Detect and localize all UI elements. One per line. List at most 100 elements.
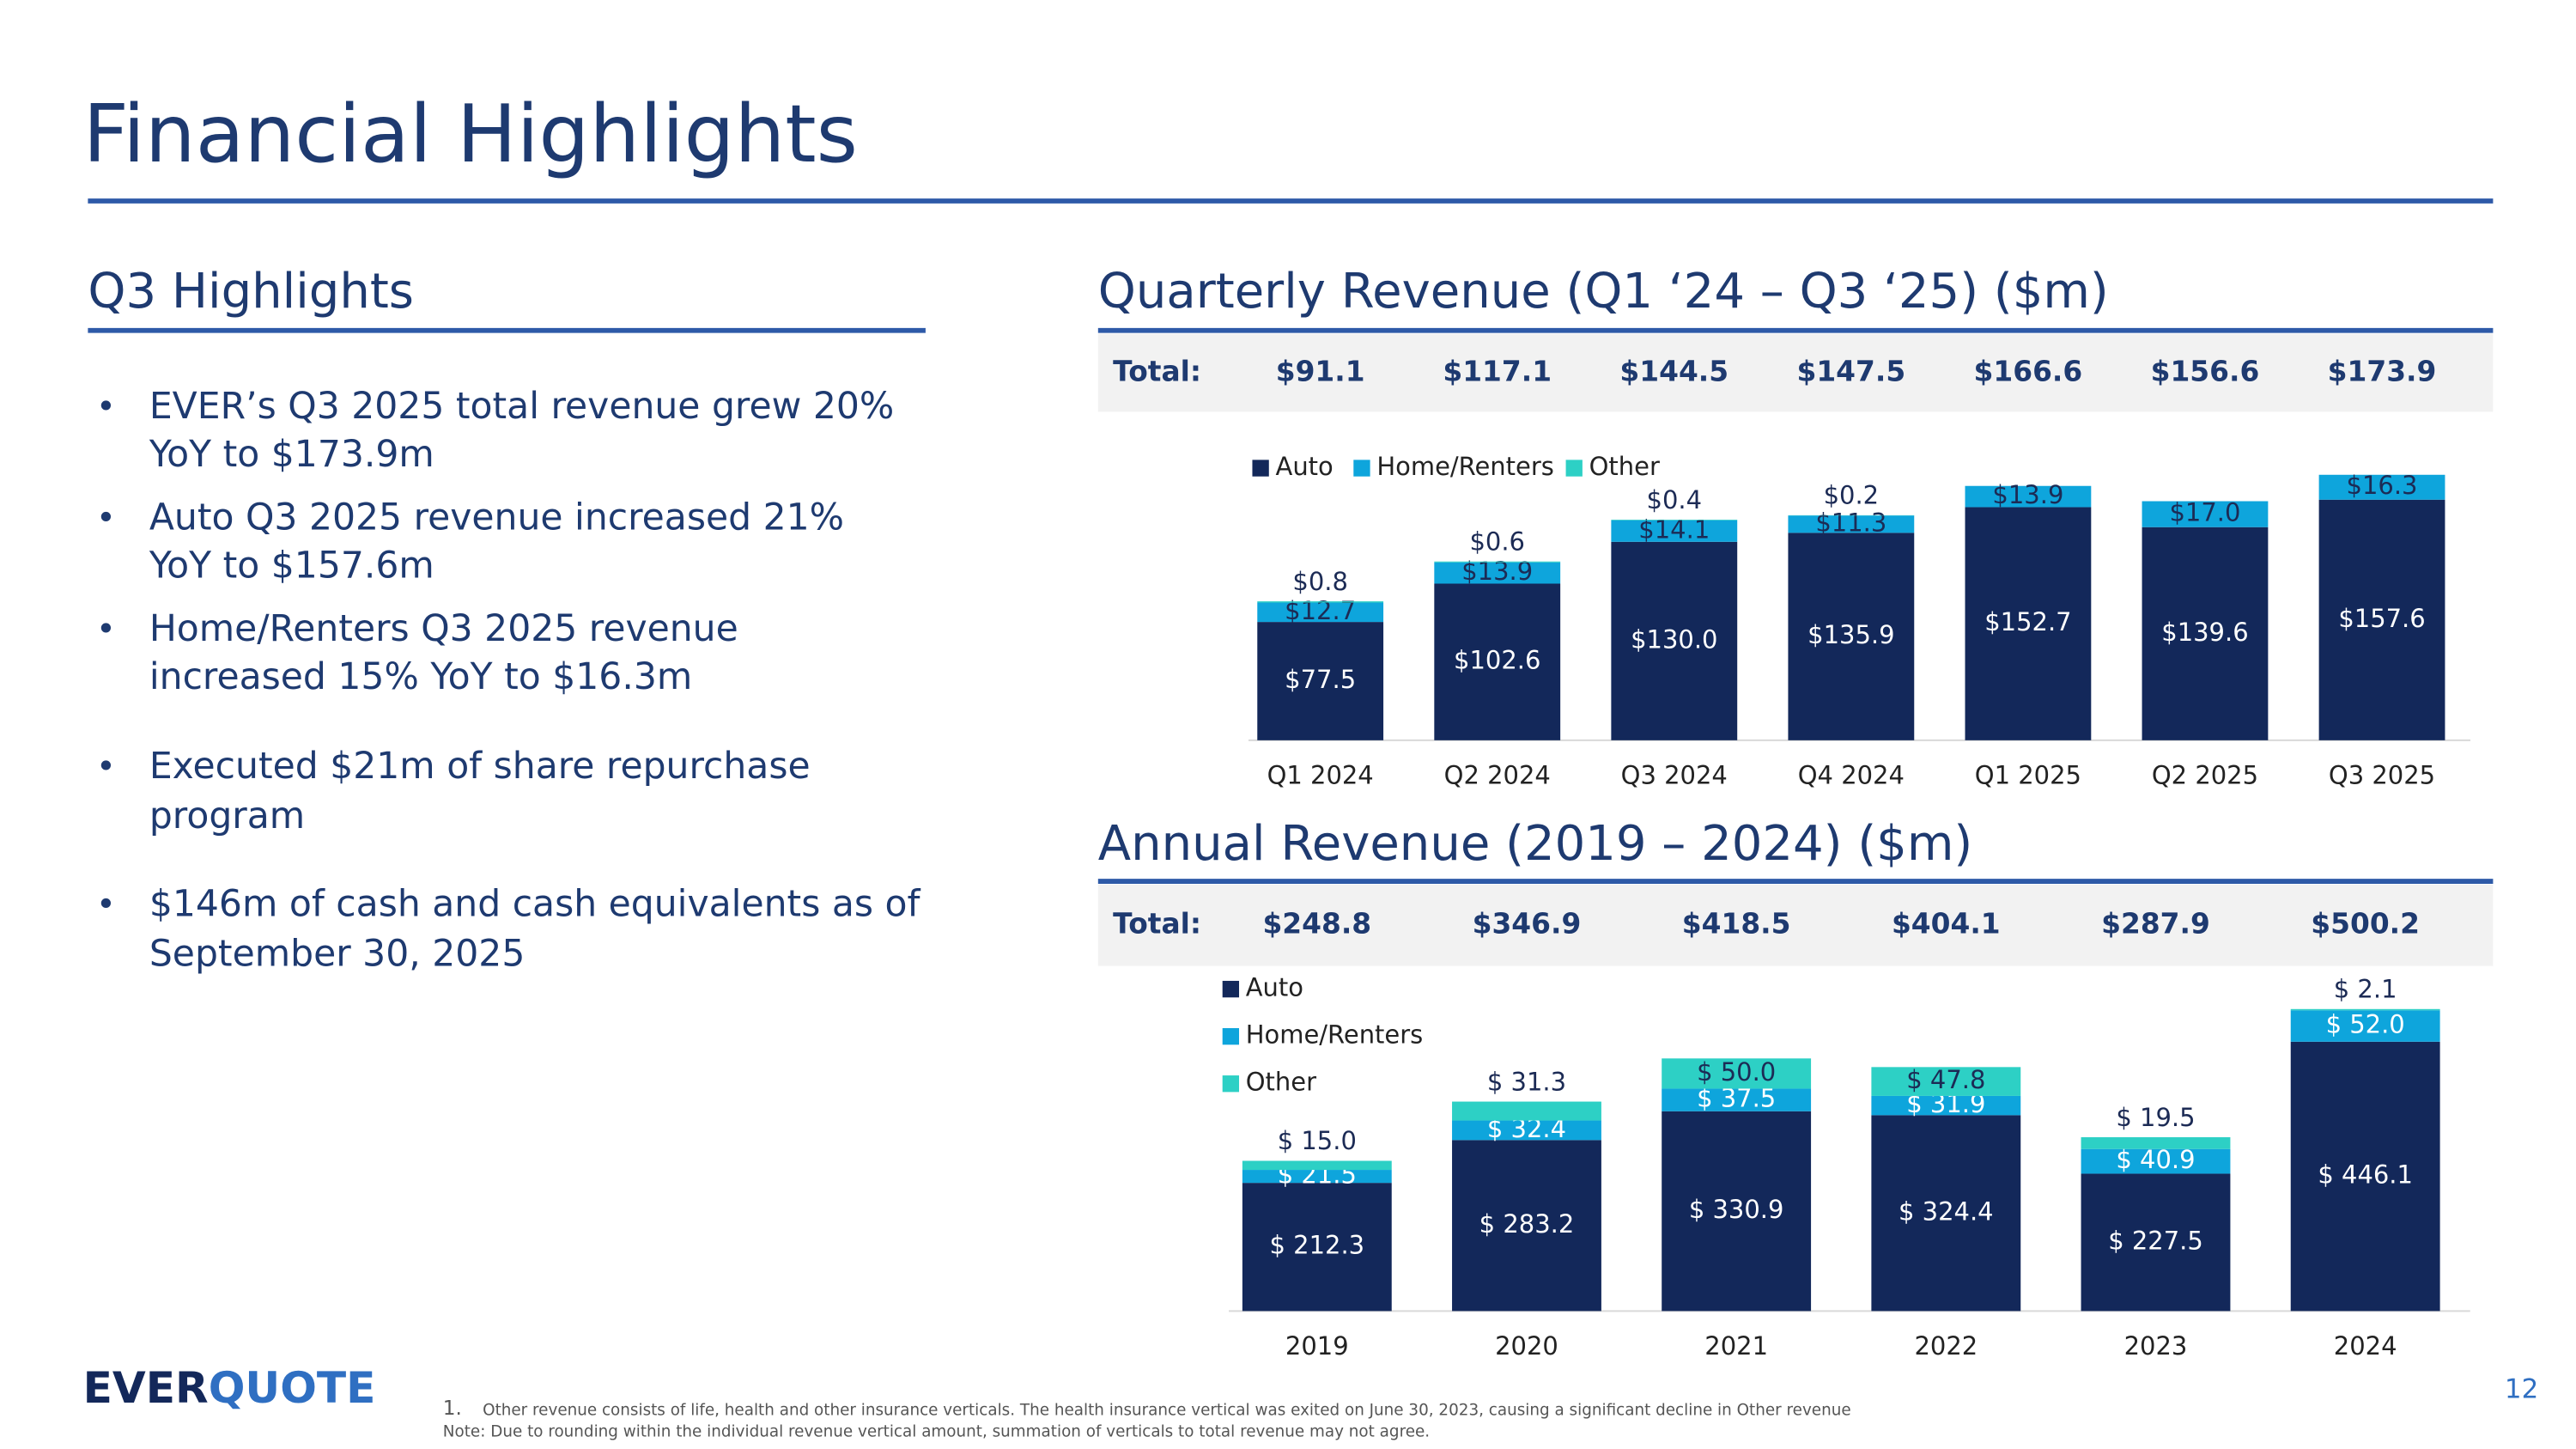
total-value: $287.9 <box>2101 908 2210 941</box>
footnote-note: Note: Due to rounding within the individ… <box>443 1422 1430 1440</box>
value-label: $130.0 <box>1631 624 1717 654</box>
bar-segment <box>1434 583 1561 740</box>
legend-swatch <box>1222 980 1240 998</box>
total-row <box>1097 333 2494 412</box>
x-tick-label: 2023 <box>2124 1331 2188 1361</box>
bar-segment <box>1611 520 1738 542</box>
x-tick-label: 2024 <box>2334 1331 2397 1361</box>
value-label: $ 52.0 <box>2326 1010 2405 1039</box>
x-tick-label: Q1 2024 <box>1267 760 1374 789</box>
bar-segment <box>1242 1183 1392 1312</box>
bullet-text: Auto Q3 2025 revenue increased 21% <box>149 496 844 539</box>
bar-segment <box>1788 515 1915 533</box>
bar-segment <box>1257 622 1384 740</box>
value-label: $ 283.2 <box>1479 1209 1575 1239</box>
total-label: Total: <box>1113 908 1201 941</box>
value-label: $0.4 <box>1647 485 1703 514</box>
legend-label: Home/Renters <box>1376 452 1554 481</box>
value-label: $152.7 <box>1984 607 2071 636</box>
bullet-text: September 30, 2025 <box>149 933 526 975</box>
total-value: $156.6 <box>2151 355 2260 387</box>
legend-label: Other <box>1589 452 1660 481</box>
bar-segment <box>2318 474 2445 500</box>
value-label: $11.3 <box>1815 508 1886 537</box>
x-tick-label: Q2 2025 <box>2152 760 2258 789</box>
legend-label: Other <box>1246 1068 1316 1097</box>
total-value: $346.9 <box>1473 908 1582 941</box>
bar-segment <box>1871 1115 2021 1312</box>
bar-segment <box>1257 602 1384 623</box>
total-label: Total: <box>1113 355 1201 387</box>
total-value: $147.5 <box>1797 355 1906 387</box>
bar-segment <box>1611 520 1738 521</box>
bullet-dot: • <box>96 886 116 924</box>
value-label: $17.0 <box>2169 498 2240 527</box>
chart-title: Quarterly Revenue (Q1 ‘24 – Q3 ‘25) ($m) <box>1098 264 2109 320</box>
bar-segment <box>1242 1160 1392 1171</box>
x-tick-label: Q1 2025 <box>1975 760 2081 789</box>
bullet-text: program <box>149 795 305 837</box>
value-label: $ 40.9 <box>2116 1145 2195 1174</box>
bullet-dot: • <box>96 747 116 786</box>
legend-label: Home/Renters <box>1246 1020 1424 1050</box>
bar-segment <box>1434 562 1561 584</box>
bullet-text: Executed $21m of share repurchase <box>149 746 811 788</box>
x-tick-label: Q3 2025 <box>2329 760 2435 789</box>
bar-segment <box>1662 1058 1812 1089</box>
legend-label: Auto <box>1276 452 1334 481</box>
value-label: $16.3 <box>2347 471 2418 500</box>
page-number: 12 <box>2505 1374 2538 1405</box>
bullet-text: $146m of cash and cash equivalents as of <box>149 884 921 926</box>
value-label: $ 446.1 <box>2318 1160 2413 1190</box>
footnote-marker: 1. <box>443 1397 462 1420</box>
x-tick-label: 2020 <box>1495 1331 1558 1361</box>
bar-segment <box>1871 1095 2021 1116</box>
bar-segment <box>1662 1088 1812 1111</box>
x-tick-label: Q2 2024 <box>1444 760 1551 789</box>
footnote: Other revenue consists of life, health a… <box>483 1401 1851 1419</box>
value-label: $13.9 <box>1992 480 2063 509</box>
bar-segment <box>1965 507 2092 740</box>
value-label: $ 19.5 <box>2116 1103 2195 1132</box>
legend-label: Auto <box>1246 973 1303 1002</box>
value-label: $ 330.9 <box>1689 1195 1784 1224</box>
x-tick-label: 2021 <box>1704 1331 1768 1361</box>
total-value: $173.9 <box>2328 355 2437 387</box>
bar-segment <box>2318 499 2445 740</box>
bullet-text: YoY to $157.6m <box>149 545 434 587</box>
bullet-dot: • <box>96 387 116 426</box>
total-value: $91.1 <box>1276 355 1365 387</box>
bullet-text: increased 15% YoY to $16.3m <box>149 656 692 698</box>
legend-swatch <box>1252 460 1269 477</box>
bullet-dot: • <box>96 498 116 537</box>
legend-swatch <box>1353 460 1370 477</box>
value-label: $135.9 <box>1807 620 1894 649</box>
total-value: $404.1 <box>1892 908 2001 941</box>
bar-segment <box>2081 1173 2231 1312</box>
logo: EVERQUOTE <box>83 1362 376 1413</box>
total-value: $166.6 <box>1974 355 2083 387</box>
bar-segment <box>1434 561 1561 563</box>
value-label: $13.9 <box>1461 557 1533 586</box>
slide-title: Financial Highlights <box>83 88 858 180</box>
value-label: $ 31.3 <box>1487 1067 1566 1096</box>
section-title: Q3 Highlights <box>88 264 414 320</box>
bar-segment <box>2081 1137 2231 1149</box>
bar-segment <box>1662 1111 1812 1312</box>
value-label: $ 227.5 <box>2108 1226 2203 1255</box>
bar-segment <box>2290 1010 2440 1042</box>
bullet-text: Home/Renters Q3 2025 revenue <box>149 608 738 650</box>
value-label: $157.6 <box>2338 604 2425 633</box>
bar-segment <box>2142 501 2269 527</box>
legend-swatch <box>1222 1028 1240 1045</box>
total-value: $248.8 <box>1262 908 1371 941</box>
bullet-dot: • <box>96 610 116 648</box>
logo-part: QUOTE <box>209 1362 376 1413</box>
bar-segment <box>1965 485 2092 508</box>
value-label: $ 212.3 <box>1270 1231 1365 1260</box>
value-label: $ 50.0 <box>1697 1057 1776 1087</box>
value-label: $77.5 <box>1285 665 1356 694</box>
value-label: $14.1 <box>1638 514 1710 544</box>
bar-segment <box>1452 1101 1601 1121</box>
